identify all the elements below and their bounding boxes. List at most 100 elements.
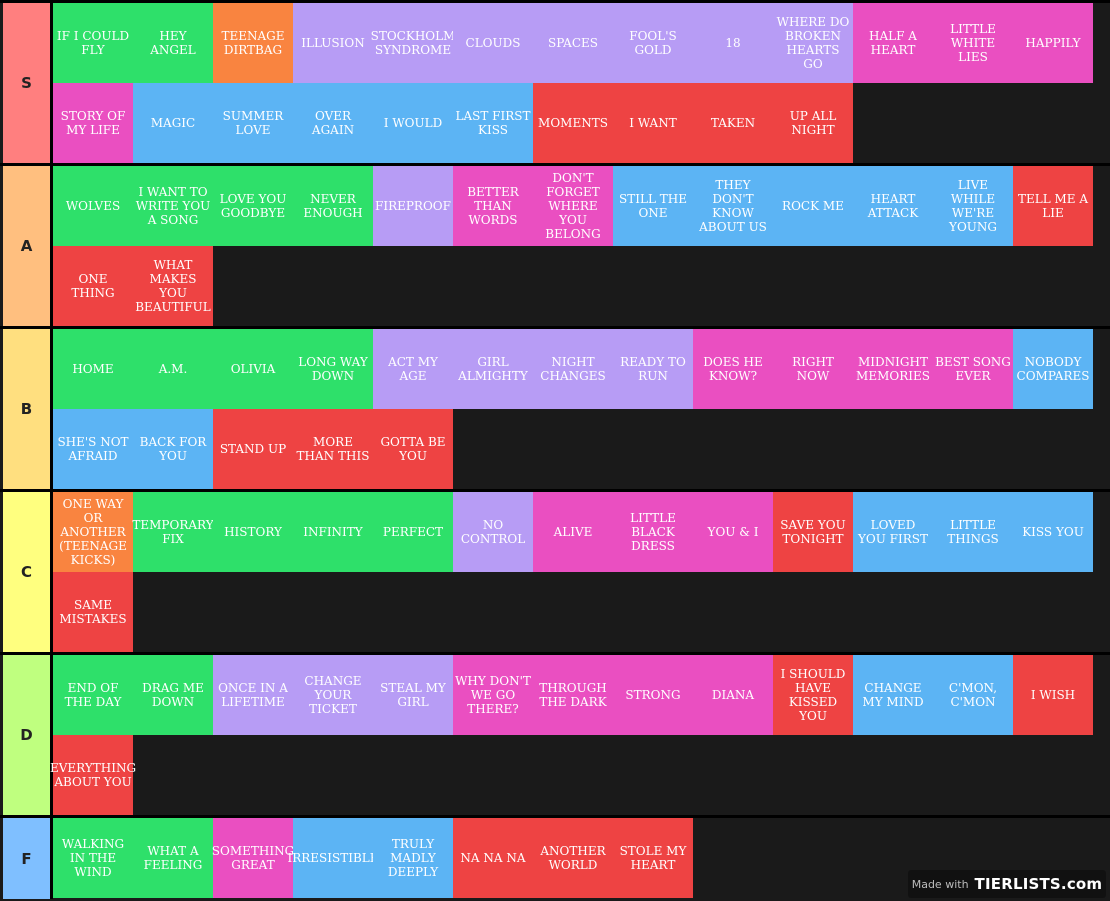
tier-item[interactable]: CHANGE YOUR TICKET bbox=[293, 655, 373, 735]
tier-item[interactable]: STORY OF MY LIFE bbox=[53, 83, 133, 163]
tier-item[interactable]: UP ALL NIGHT bbox=[773, 83, 853, 163]
tier-item[interactable]: I WANT bbox=[613, 83, 693, 163]
tier-item[interactable]: BETTER THAN WORDS bbox=[453, 166, 533, 246]
tier-item[interactable]: ACT MY AGE bbox=[373, 329, 453, 409]
tier-item[interactable]: TRULY MADLY DEEPLY bbox=[373, 818, 453, 898]
tier-item[interactable]: END OF THE DAY bbox=[53, 655, 133, 735]
tier-item[interactable]: WHAT A FEELING bbox=[133, 818, 213, 898]
tier-item[interactable]: HEY ANGEL bbox=[133, 3, 213, 83]
tier-item[interactable]: WHAT MAKES YOU BEAUTIFUL bbox=[133, 246, 213, 326]
tier-item[interactable]: ALIVE bbox=[533, 492, 613, 572]
tier-item[interactable]: PERFECT bbox=[373, 492, 453, 572]
tier-item[interactable]: TEENAGE DIRTBAG bbox=[213, 3, 293, 83]
tier-label[interactable]: B bbox=[3, 329, 50, 489]
tier-item[interactable]: RIGHT NOW bbox=[773, 329, 853, 409]
tier-item[interactable]: MOMENTS bbox=[533, 83, 613, 163]
tier-item[interactable]: READY TO RUN bbox=[613, 329, 693, 409]
tier-item[interactable]: LOVE YOU GOODBYE bbox=[213, 166, 293, 246]
tier-item[interactable]: LONG WAY DOWN bbox=[293, 329, 373, 409]
tier-label[interactable]: S bbox=[3, 3, 50, 163]
tier-item[interactable]: ONE WAY OR ANOTHER (TEENAGE KICKS) bbox=[53, 492, 133, 572]
tier-item[interactable]: HEART ATTACK bbox=[853, 166, 933, 246]
tier-item[interactable]: BACK FOR YOU bbox=[133, 409, 213, 489]
tier-item[interactable]: LAST FIRST KISS bbox=[453, 83, 533, 163]
tier-item[interactable]: STOLE MY HEART bbox=[613, 818, 693, 898]
tier-item[interactable]: BEST SONG EVER bbox=[933, 329, 1013, 409]
tier-item[interactable]: YOU & I bbox=[693, 492, 773, 572]
tier-item[interactable]: LITTLE BLACK DRESS bbox=[613, 492, 693, 572]
tier-item[interactable]: KISS YOU bbox=[1013, 492, 1093, 572]
tier-item[interactable]: SOMETHING GREAT bbox=[212, 818, 294, 898]
tier-item[interactable]: FIREPROOF bbox=[373, 166, 453, 246]
tier-item[interactable]: C'MON, C'MON bbox=[933, 655, 1013, 735]
tier-item[interactable]: CLOUDS bbox=[453, 3, 533, 83]
tier-item[interactable]: TELL ME A LIE bbox=[1013, 166, 1093, 246]
tier-item[interactable]: SUMMER LOVE bbox=[213, 83, 293, 163]
tier-item[interactable]: THROUGH THE DARK bbox=[533, 655, 613, 735]
tier-item[interactable]: NO CONTROL bbox=[453, 492, 533, 572]
tier-item[interactable]: ANOTHER WORLD bbox=[533, 818, 613, 898]
tier-label[interactable]: A bbox=[3, 166, 50, 326]
tier-item[interactable]: DIANA bbox=[693, 655, 773, 735]
tier-item[interactable]: ONE THING bbox=[53, 246, 133, 326]
tier-item[interactable]: EVERYTHING ABOUT YOU bbox=[50, 735, 136, 815]
tier-item[interactable]: DRAG ME DOWN bbox=[133, 655, 213, 735]
tier-item[interactable]: STILL THE ONE bbox=[613, 166, 693, 246]
tier-label[interactable]: F bbox=[3, 818, 50, 899]
tier-item[interactable]: MAGIC bbox=[133, 83, 213, 163]
tier-item[interactable]: NIGHT CHANGES bbox=[533, 329, 613, 409]
tier-item[interactable]: OVER AGAIN bbox=[293, 83, 373, 163]
tier-item[interactable]: TAKEN bbox=[693, 83, 773, 163]
tier-item[interactable]: OLIVIA bbox=[213, 329, 293, 409]
tier-item[interactable]: ONCE IN A LIFETIME bbox=[213, 655, 293, 735]
tier-item[interactable]: SPACES bbox=[533, 3, 613, 83]
tier-item[interactable]: LIVE WHILE WE'RE YOUNG bbox=[933, 166, 1013, 246]
tier-item[interactable]: HAPPILY bbox=[1013, 3, 1093, 83]
tierlists-watermark[interactable]: Made with TIERLISTS.com bbox=[908, 870, 1106, 898]
tier-item[interactable]: WHY DON'T WE GO THERE? bbox=[453, 655, 533, 735]
tier-item[interactable]: A.M. bbox=[133, 329, 213, 409]
tier-item[interactable]: GIRL ALMIGHTY bbox=[453, 329, 533, 409]
tier-item[interactable]: STEAL MY GIRL bbox=[373, 655, 453, 735]
tier-item[interactable]: 18 bbox=[693, 3, 773, 83]
tier-item[interactable]: I WISH bbox=[1013, 655, 1093, 735]
tier-label[interactable]: D bbox=[3, 655, 50, 815]
tier-item[interactable]: STAND UP bbox=[213, 409, 293, 489]
tier-item[interactable]: WHERE DO BROKEN HEARTS GO bbox=[773, 3, 853, 83]
tier-item[interactable]: IF I COULD FLY bbox=[53, 3, 133, 83]
tier-item[interactable]: STRONG bbox=[613, 655, 693, 735]
tier-item[interactable]: MORE THAN THIS bbox=[293, 409, 373, 489]
tier-item[interactable]: GOTTA BE YOU bbox=[373, 409, 453, 489]
tier-item[interactable]: DOES HE KNOW? bbox=[693, 329, 773, 409]
tier-item[interactable]: SAVE YOU TONIGHT bbox=[773, 492, 853, 572]
tier-item[interactable]: TEMPORARY FIX bbox=[132, 492, 214, 572]
tier-item[interactable]: CHANGE MY MIND bbox=[853, 655, 933, 735]
tier-item[interactable]: HOME bbox=[53, 329, 133, 409]
tier-item[interactable]: INFINITY bbox=[293, 492, 373, 572]
tier-item[interactable]: LITTLE WHITE LIES bbox=[933, 3, 1013, 83]
tier-item[interactable]: ROCK ME bbox=[773, 166, 853, 246]
tier-item[interactable]: STOCKHOLM SYNDROME bbox=[371, 3, 455, 83]
tier-item[interactable]: NA NA NA bbox=[453, 818, 533, 898]
tier-item[interactable]: WOLVES bbox=[53, 166, 133, 246]
tier-item[interactable]: SHE'S NOT AFRAID bbox=[53, 409, 133, 489]
tier-item[interactable]: HISTORY bbox=[213, 492, 293, 572]
tier-item[interactable]: WALKING IN THE WIND bbox=[53, 818, 133, 898]
tier-item[interactable]: LOVED YOU FIRST bbox=[853, 492, 933, 572]
tier-item[interactable]: I SHOULD HAVE KISSED YOU bbox=[773, 655, 853, 735]
tier-item[interactable]: THEY DON'T KNOW ABOUT US bbox=[693, 166, 773, 246]
tier-label[interactable]: C bbox=[3, 492, 50, 652]
tier-item[interactable]: FOOL'S GOLD bbox=[613, 3, 693, 83]
tier-item[interactable]: I WOULD bbox=[373, 83, 453, 163]
tier-item[interactable]: ILLUSION bbox=[293, 3, 373, 83]
tier-item[interactable]: LITTLE THINGS bbox=[933, 492, 1013, 572]
tier-item[interactable]: DON'T FORGET WHERE YOU BELONG bbox=[533, 166, 613, 246]
tier-items: IF I COULD FLY HEY ANGEL TEENAGE DIRTBAG IL… bbox=[53, 3, 1093, 163]
tier-item[interactable]: HALF A HEART bbox=[853, 3, 933, 83]
tier-item[interactable]: NOBODY COMPARES bbox=[1013, 329, 1093, 409]
tier-item[interactable]: MIDNIGHT MEMORIES bbox=[853, 329, 933, 409]
tier-item[interactable]: IRRESISTIBLE bbox=[287, 818, 379, 898]
tier-item[interactable]: SAME MISTAKES bbox=[53, 572, 133, 652]
tier-item[interactable]: NEVER ENOUGH bbox=[293, 166, 373, 246]
tier-item[interactable]: I WANT TO WRITE YOU A SONG bbox=[133, 166, 213, 246]
